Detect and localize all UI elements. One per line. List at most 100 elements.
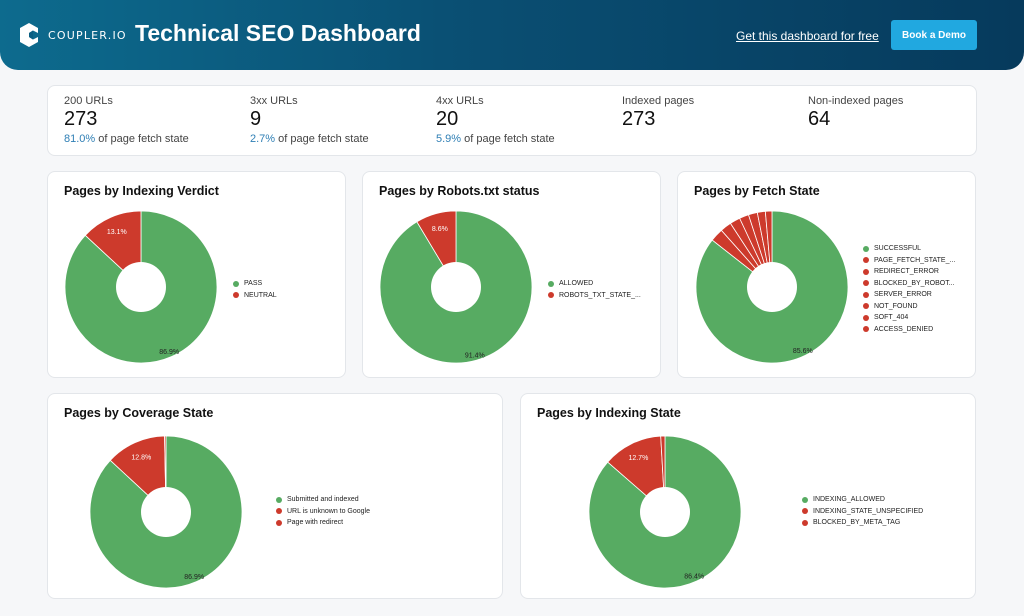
kpi-subtext: 81.0% of page fetch state xyxy=(64,133,189,145)
book-demo-button[interactable]: Book a Demo xyxy=(891,20,977,50)
legend-swatch xyxy=(863,257,869,264)
legend-label: BLOCKED_BY_ROBOT... xyxy=(874,279,955,287)
legend-item-indexing-allowed[interactable]: INDEXING_ALLOWED xyxy=(802,494,923,506)
kpi-subtext-label: of page fetch state xyxy=(461,133,555,145)
legend-label: ACCESS_DENIED xyxy=(874,325,934,333)
donut-chart: 91.4% 8.6% xyxy=(379,210,533,364)
chart-card-indexing-state: Pages by Indexing State 86.4% 12.7% INDEXI… xyxy=(520,393,976,599)
legend-label: PAGE_FETCH_STATE_... xyxy=(874,256,956,264)
legend-label: ALLOWED xyxy=(559,280,594,288)
legend-item-blocked-by-robot[interactable]: BLOCKED_BY_ROBOT... xyxy=(863,278,955,290)
chart-title: Pages by Fetch State xyxy=(694,184,820,198)
chart-title: Pages by Indexing Verdict xyxy=(64,184,219,198)
legend-swatch xyxy=(863,245,869,252)
kpi-subtext-label: of page fetch state xyxy=(95,133,189,145)
legend-item-server-error[interactable]: SERVER_ERROR xyxy=(863,289,955,301)
slice-data-label: 8.6% xyxy=(432,226,448,233)
kpi-3xx-urls: 3xx URLs 9 2.7% of page fetch state xyxy=(250,95,369,145)
donut-hole xyxy=(141,487,191,537)
kpi-percent: 5.9% xyxy=(436,133,462,145)
legend-item-blocked-by-meta-tag[interactable]: BLOCKED_BY_META_TAG xyxy=(802,517,923,529)
legend-item-successful[interactable]: SUCCESSFUL xyxy=(863,243,955,255)
chart-title: Pages by Indexing State xyxy=(537,406,681,420)
kpi-value: 9 xyxy=(250,108,262,130)
legend-label: REDIRECT_ERROR xyxy=(874,268,939,276)
kpi-subtext: 2.7% of page fetch state xyxy=(250,133,369,145)
legend-swatch xyxy=(863,280,869,287)
slice-data-label: 12.8% xyxy=(131,454,151,461)
slice-data-label: 86.9% xyxy=(184,574,204,581)
donut-hole xyxy=(116,262,166,312)
pie-slice-submitted-and-indexed[interactable] xyxy=(89,435,243,589)
page-title: Technical SEO Dashboard xyxy=(135,20,421,46)
donut-hole xyxy=(747,262,797,312)
legend-label: URL is unknown to Google xyxy=(287,507,371,515)
pie-slice-pass[interactable] xyxy=(64,210,218,364)
legend-item-indexing-state-unspecified[interactable]: INDEXING_STATE_UNSPECIFIED xyxy=(802,506,923,518)
legend-label: SUCCESSFUL xyxy=(874,245,922,253)
chart-card-coverage-state: Pages by Coverage State 86.9% 12.8% Submit… xyxy=(47,393,503,599)
legend-item-robots-txt-state[interactable]: ROBOTS_TXT_STATE_... xyxy=(548,290,641,302)
legend-label: ROBOTS_TXT_STATE_... xyxy=(559,291,641,299)
chart-legend: Submitted and indexed URL is unknown to G… xyxy=(276,494,370,529)
chart-legend: SUCCESSFUL PAGE_FETCH_STATE_... REDIRECT_E… xyxy=(863,243,955,335)
legend-item-access-denied[interactable]: ACCESS_DENIED xyxy=(863,324,955,336)
kpi-non-indexed-pages: Non-indexed pages 64 xyxy=(808,95,903,131)
legend-item-redirect-error[interactable]: REDIRECT_ERROR xyxy=(863,266,955,278)
legend-label: SOFT_404 xyxy=(874,314,909,322)
kpi-indexed-pages: Indexed pages 273 xyxy=(622,95,694,131)
donut-chart: 85.6% xyxy=(695,210,849,364)
kpi-4xx-urls: 4xx URLs 20 5.9% of page fetch state xyxy=(436,95,555,145)
chart-title: Pages by Coverage State xyxy=(64,406,214,420)
chart-card-fetch-state: Pages by Fetch State 85.6% SUCCESSFUL PAGE… xyxy=(677,171,976,378)
legend-item-url-is-unknown-to-google[interactable]: URL is unknown to Google xyxy=(276,506,370,518)
kpi-200-urls: 200 URLs 273 81.0% of page fetch state xyxy=(64,95,189,145)
legend-swatch xyxy=(863,314,869,321)
kpi-label: 3xx URLs xyxy=(250,95,298,107)
slice-data-label: 13.1% xyxy=(107,229,127,236)
kpi-label: Indexed pages xyxy=(622,95,695,107)
legend-swatch xyxy=(802,496,808,503)
legend-swatch xyxy=(802,519,808,526)
legend-label: BLOCKED_BY_META_TAG xyxy=(813,519,901,527)
legend-label: INDEXING_STATE_UNSPECIFIED xyxy=(813,507,924,515)
donut-chart: 86.4% 12.7% xyxy=(588,435,742,589)
legend-item-neutral[interactable]: NEUTRAL xyxy=(233,290,277,302)
legend-label: Page with redirect xyxy=(287,519,344,527)
legend-item-submitted-and-indexed[interactable]: Submitted and indexed xyxy=(276,494,370,506)
legend-item-not-found[interactable]: NOT_FOUND xyxy=(863,301,955,313)
legend-label: NEUTRAL xyxy=(244,291,277,299)
kpi-card: 200 URLs 273 81.0% of page fetch state 3… xyxy=(47,85,977,156)
kpi-label: 4xx URLs xyxy=(436,95,484,107)
chart-legend: PASS NEUTRAL xyxy=(233,278,277,301)
kpi-value: 64 xyxy=(808,108,831,130)
legend-item-page-with-redirect[interactable]: Page with redirect xyxy=(276,517,370,529)
legend-swatch xyxy=(863,303,869,310)
legend-item-page-fetch-state[interactable]: PAGE_FETCH_STATE_... xyxy=(863,255,955,267)
legend-swatch xyxy=(276,519,282,526)
kpi-value: 273 xyxy=(622,108,656,130)
donut-chart: 86.9% 12.8% xyxy=(89,435,243,589)
chart-legend: INDEXING_ALLOWED INDEXING_STATE_UNSPECIFI… xyxy=(802,494,923,529)
legend-label: Submitted and indexed xyxy=(287,496,359,504)
chart-card-indexing-verdict: Pages by Indexing Verdict 86.9% 13.1% PASS… xyxy=(47,171,346,378)
kpi-value: 20 xyxy=(436,108,459,130)
donut-hole xyxy=(431,262,481,312)
kpi-subtext: 5.9% of page fetch state xyxy=(436,133,555,145)
coupler-logo-icon xyxy=(20,23,38,47)
get-dashboard-link[interactable]: Get this dashboard for free xyxy=(736,29,879,43)
header-bar: COUPLER.IO Technical SEO Dashboard Get t… xyxy=(0,0,1024,70)
coupler-logo[interactable]: COUPLER.IO xyxy=(18,22,127,48)
legend-item-pass[interactable]: PASS xyxy=(233,278,277,290)
slice-data-label: 86.4% xyxy=(684,574,704,581)
legend-swatch xyxy=(233,292,239,299)
legend-swatch xyxy=(233,280,239,287)
legend-swatch xyxy=(802,508,808,515)
kpi-subtext-label: of page fetch state xyxy=(275,133,369,145)
legend-swatch xyxy=(548,292,554,299)
chart-legend: ALLOWED ROBOTS_TXT_STATE_... xyxy=(548,278,641,301)
legend-item-soft-404[interactable]: SOFT_404 xyxy=(863,312,955,324)
slice-data-label: 85.6% xyxy=(793,348,813,355)
legend-swatch xyxy=(548,280,554,287)
legend-item-allowed[interactable]: ALLOWED xyxy=(548,278,641,290)
